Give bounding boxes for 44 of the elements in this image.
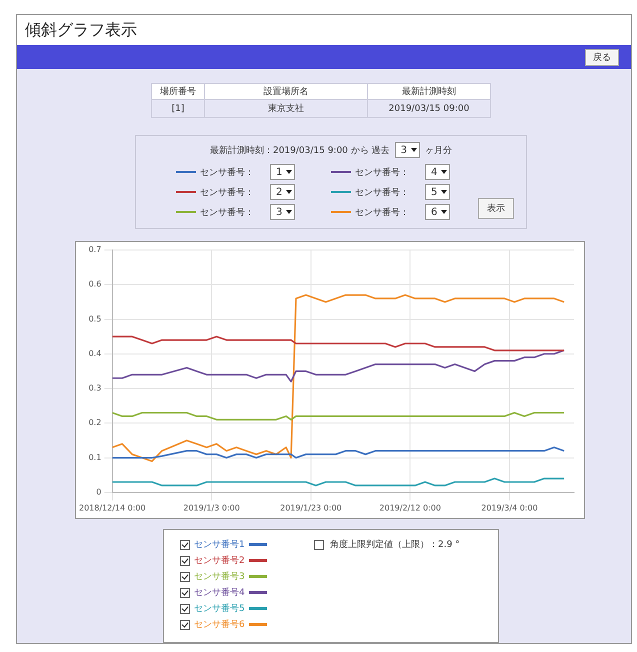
text: 東京支社: [268, 104, 304, 114]
dropdown-field: 3: [270, 204, 296, 220]
y-tick-label: 0: [96, 487, 102, 496]
dropdown-field: 3: [394, 142, 420, 158]
show-button: 表示: [478, 198, 514, 219]
text: ヶ月分: [425, 144, 452, 156]
text: センサ番号：: [355, 186, 410, 198]
y-tick-label: 0.1: [88, 452, 102, 462]
text: センサ番号4: [194, 586, 245, 599]
x-tick-label: 2019/1/23 0:00: [280, 503, 342, 512]
x-tick-label: 2018/12/14 0:00: [78, 503, 146, 512]
x-tick-label: 2019/1/3 0:00: [183, 503, 240, 512]
text: センサ番号6: [194, 618, 245, 631]
back-button: 戻る: [585, 49, 619, 66]
text: センサ番号2: [194, 554, 245, 567]
text: 場所番号: [160, 87, 196, 97]
text: 2019/03/15 09:00: [388, 104, 470, 114]
dropdown-field: 4: [425, 164, 450, 180]
text: 設置場所名: [264, 87, 308, 97]
dropdown-field: 2: [270, 184, 296, 200]
y-tick-label: 0.7: [88, 245, 102, 254]
y-tick-label: 0.4: [88, 348, 102, 358]
y-tick-label: 0.5: [88, 314, 102, 324]
dropdown-field: 6: [425, 204, 450, 220]
text: センサ番号5: [194, 602, 245, 615]
dropdown-field: 1: [270, 164, 296, 180]
text: [1]: [172, 104, 184, 114]
text: 最新計測時刻：2019/03/15 9:00 から 過去: [210, 144, 390, 156]
text: センサ番号3: [194, 570, 245, 583]
y-tick-label: 0.6: [88, 280, 102, 289]
text: センサ番号：: [200, 186, 255, 198]
text: 角度上限判定値（上限）：2.9 °: [330, 538, 460, 551]
y-tick-label: 0.3: [88, 384, 102, 393]
text: センサ番号1: [194, 538, 245, 551]
text: センサ番号：: [355, 206, 410, 218]
text: センサ番号：: [200, 166, 255, 178]
chart-title: 傾斜グラフ表示: [17, 15, 631, 45]
text: センサ番号：: [200, 206, 255, 218]
y-tick-label: 0.2: [88, 418, 102, 428]
text: センサ番号：: [355, 166, 410, 178]
x-tick-label: 2019/3/4 0:00: [481, 503, 538, 512]
text: 最新計測時刻: [402, 87, 456, 97]
dropdown-field: 5: [425, 184, 450, 200]
x-tick-label: 2019/2/12 0:00: [379, 503, 441, 512]
